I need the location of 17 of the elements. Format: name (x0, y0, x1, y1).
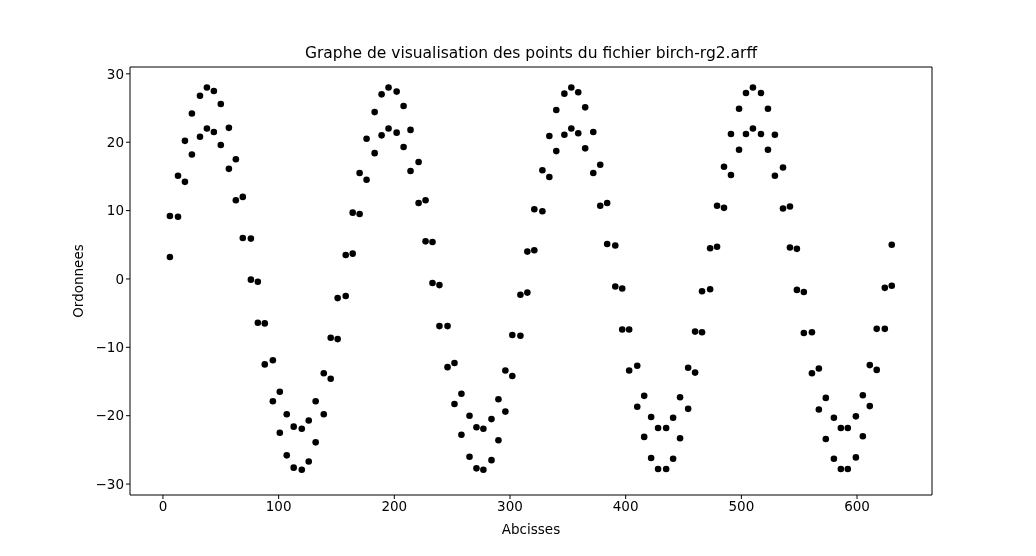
x-tick-label: 500 (728, 497, 755, 514)
x-axis-title: Abcisses (500, 521, 562, 537)
y-tick-label: 10 (106, 202, 124, 219)
x-tick-label: 100 (265, 497, 292, 514)
y-tick-label: 20 (106, 134, 124, 150)
x-tick-label: 200 (381, 497, 408, 514)
x-tick-label: 0 (158, 497, 168, 514)
y-tick-label: −20 (95, 407, 124, 424)
y-tick-label: 30 (106, 65, 124, 82)
chart-title: Graphe de visualisation des points du fichier birch-rg2.arff (303, 44, 759, 62)
y-tick-label: −30 (95, 475, 124, 492)
x-tick-label: 400 (612, 497, 639, 514)
y-tick-label: 0 (115, 270, 124, 287)
x-tick-label: 300 (497, 497, 523, 514)
y-tick-label: −10 (95, 339, 124, 356)
x-tick-label: 600 (844, 497, 870, 514)
y-axis-title: Ordonnees (70, 244, 86, 318)
